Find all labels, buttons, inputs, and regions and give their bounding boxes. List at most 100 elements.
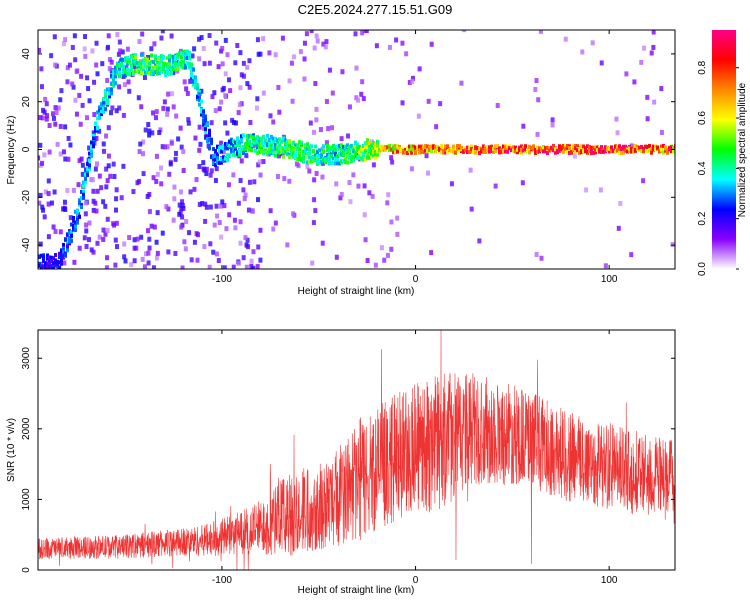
heat-cell [78, 121, 83, 127]
heat-cell [590, 147, 593, 152]
heat-cell [110, 105, 115, 111]
heat-cell [107, 57, 112, 63]
heat-cell [260, 144, 263, 149]
heat-cell [168, 58, 171, 63]
heat-cell [318, 148, 321, 153]
heat-cell [572, 153, 577, 159]
heat-cell [134, 55, 137, 60]
heat-cell [103, 231, 108, 237]
heat-cell [376, 151, 379, 156]
heat-cell [418, 150, 421, 155]
heat-cell [190, 53, 195, 59]
heat-cell [622, 144, 625, 149]
heat-cell [310, 260, 315, 266]
heat-cell [502, 149, 505, 154]
heat-cell [302, 153, 305, 158]
heat-cell [132, 258, 137, 264]
heat-cell [85, 75, 90, 81]
heat-cell [132, 237, 137, 243]
heat-cell [302, 159, 305, 164]
heat-cell [588, 149, 591, 154]
heat-cell [328, 155, 331, 160]
heat-cell [540, 147, 543, 152]
heat-cell [616, 148, 619, 153]
heat-cell [84, 172, 87, 177]
heat-cell [592, 145, 595, 150]
heat-cell [258, 139, 261, 144]
heat-cell [76, 209, 79, 214]
heat-cell [206, 143, 211, 149]
heat-cell [220, 146, 223, 151]
heat-cell [66, 232, 69, 237]
heat-cell [110, 73, 113, 78]
heat-cell [146, 228, 151, 234]
heat-cell [521, 123, 526, 129]
heat-cell [528, 150, 531, 155]
heat-cell [162, 55, 165, 60]
heat-cell [216, 160, 219, 165]
heat-cell [95, 188, 100, 194]
heat-cell [203, 201, 208, 207]
heat-cell [305, 163, 310, 169]
heat-cell [124, 58, 127, 63]
heat-cell [590, 151, 593, 156]
heat-cell [135, 236, 140, 242]
heat-cell [197, 164, 202, 170]
heat-cell [468, 146, 471, 151]
heat-cell [196, 94, 199, 99]
heat-cell [176, 136, 181, 142]
heat-cell [418, 144, 421, 149]
heat-cell [488, 145, 491, 150]
heat-cell [298, 156, 301, 161]
heat-cell [359, 91, 364, 97]
heat-cell [41, 107, 46, 113]
heat-cell [304, 31, 309, 37]
heat-cell [338, 151, 341, 156]
heat-cell [181, 168, 186, 174]
heat-cell [226, 158, 229, 163]
heat-cell [187, 230, 192, 236]
heat-cell [79, 73, 84, 79]
heat-cell [226, 146, 229, 151]
heat-cell [84, 244, 89, 250]
heat-cell [350, 143, 353, 148]
heat-cell [648, 144, 651, 149]
heat-cell [242, 133, 245, 138]
heat-cell [500, 150, 503, 155]
heat-cell [268, 143, 271, 148]
heat-cell [538, 30, 543, 34]
heat-cell [410, 75, 415, 81]
heat-cell [140, 52, 143, 57]
heat-cell [320, 146, 325, 152]
heat-cell [292, 154, 295, 159]
heat-cell [272, 147, 275, 152]
heat-cell [156, 69, 159, 74]
heat-cell [122, 64, 125, 69]
heat-cell [40, 204, 45, 210]
heat-cell [200, 109, 203, 114]
heat-cell [83, 211, 88, 217]
heat-cell [227, 77, 232, 83]
heat-cell [147, 209, 152, 215]
heat-cell [82, 180, 85, 185]
heat-cell [628, 146, 631, 151]
heat-cell [260, 136, 263, 141]
heat-cell [105, 216, 110, 222]
heat-cell [246, 142, 249, 147]
heat-cell [118, 63, 121, 68]
heat-cell [38, 200, 42, 206]
heat-cell [94, 126, 97, 131]
heat-cell [306, 142, 309, 147]
heat-cell [144, 56, 147, 61]
heat-cell [544, 149, 547, 154]
heat-cell [356, 142, 359, 147]
heat-cell [176, 63, 179, 68]
heat-cell [610, 149, 613, 154]
heat-cell [40, 115, 45, 121]
heat-cell [384, 147, 387, 152]
heat-cell [214, 162, 217, 167]
heat-cell [202, 61, 207, 67]
heat-cell [216, 144, 219, 149]
heat-cell [459, 80, 464, 86]
heat-cell [434, 149, 437, 154]
